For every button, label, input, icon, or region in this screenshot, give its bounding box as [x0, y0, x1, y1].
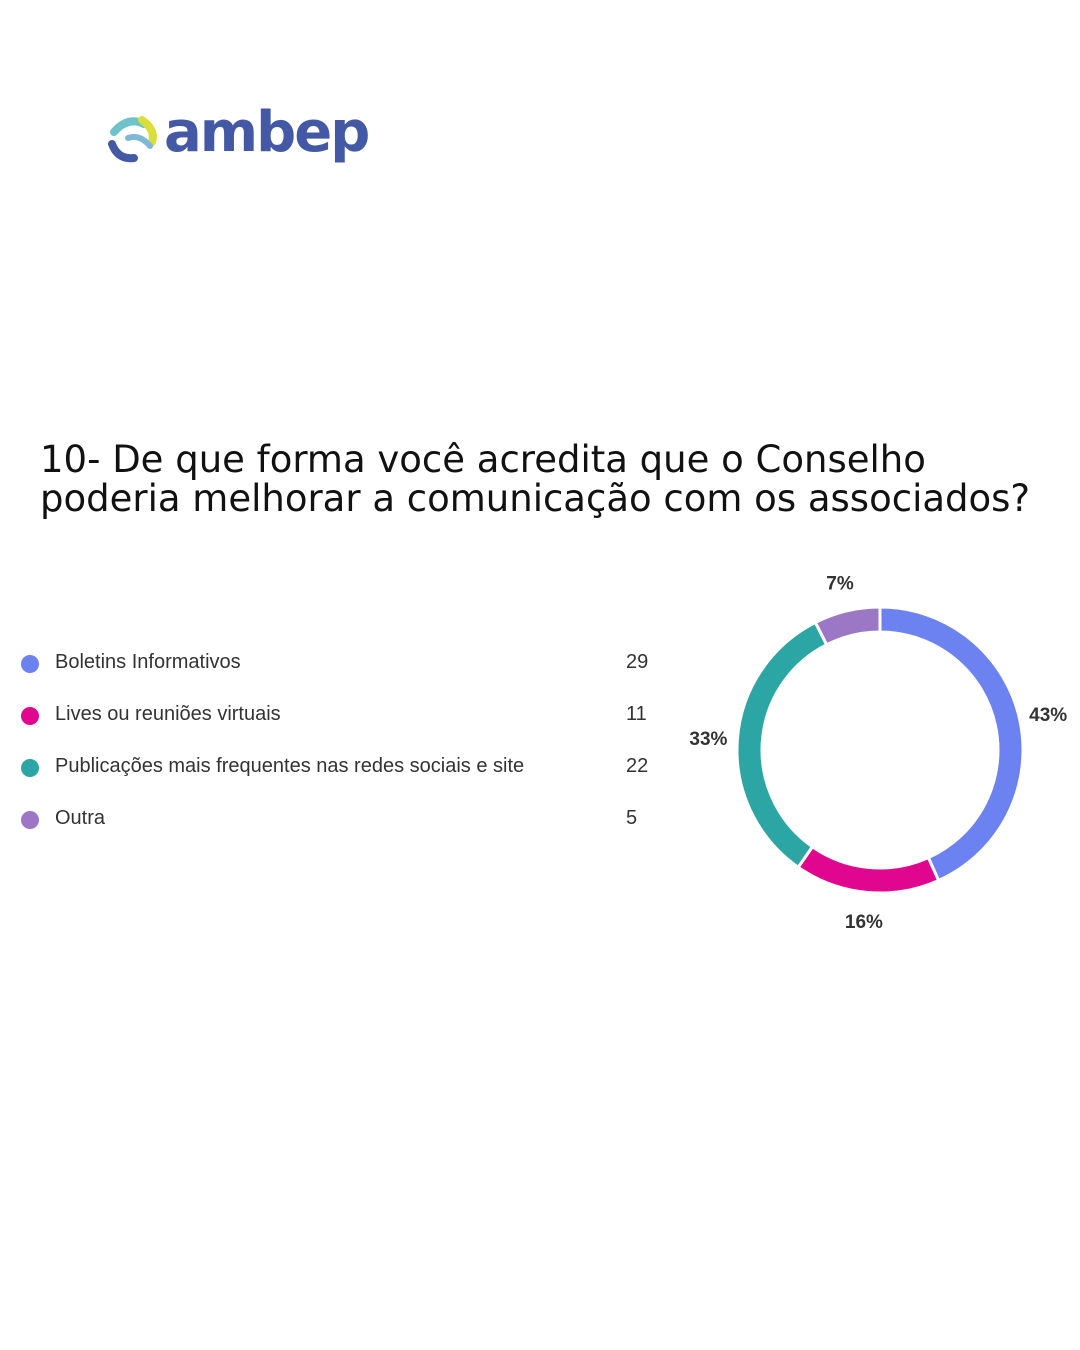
donut-chart: 43% 16% 33% 7%: [660, 560, 1080, 950]
legend-count: 29: [626, 651, 649, 673]
donut-slice: [878, 605, 1025, 883]
legend-swatch-icon: [21, 759, 39, 777]
legend-swatch-icon: [21, 811, 39, 829]
slice-percent-label: 7%: [826, 574, 854, 595]
slice-percent-label: 33%: [689, 729, 727, 750]
legend-label: Boletins Informativos: [55, 651, 241, 673]
chart-legend: Boletins Informativos 29 Lives ou reuniões…: [20, 640, 670, 848]
legend-item: Lives ou reuniões virtuais 11: [20, 692, 670, 744]
ambep-logo: ambep: [106, 100, 376, 180]
donut-chart-svg: 43% 16% 33% 7%: [689, 574, 1067, 934]
legend-label: Lives ou reuniões virtuais: [55, 703, 281, 725]
legend-item: Boletins Informativos 29: [20, 640, 670, 692]
question-title: 10- De que forma você acredita que o Con…: [40, 438, 1031, 520]
slice-percent-label: 43%: [1029, 705, 1067, 726]
logo-wordmark: ambep: [164, 100, 370, 165]
legend-count: 22: [626, 755, 649, 777]
donut-slice: [813, 605, 882, 647]
legend-label: Publicações mais frequentes nas redes so…: [55, 755, 525, 777]
legend-count: 11: [626, 703, 647, 725]
donut-slice: [735, 620, 829, 870]
legend-label: Outra: [55, 807, 106, 829]
ambep-logo-mark-icon: [108, 116, 157, 163]
legend-item: Outra 5: [20, 796, 670, 848]
legend-item: Publicações mais frequentes nas redes so…: [20, 744, 670, 796]
slice-percent-label: 16%: [845, 912, 883, 933]
legend-swatch-icon: [21, 655, 39, 673]
legend-swatch-icon: [21, 707, 39, 725]
legend-count: 5: [626, 807, 638, 829]
donut-slice: [796, 844, 941, 895]
